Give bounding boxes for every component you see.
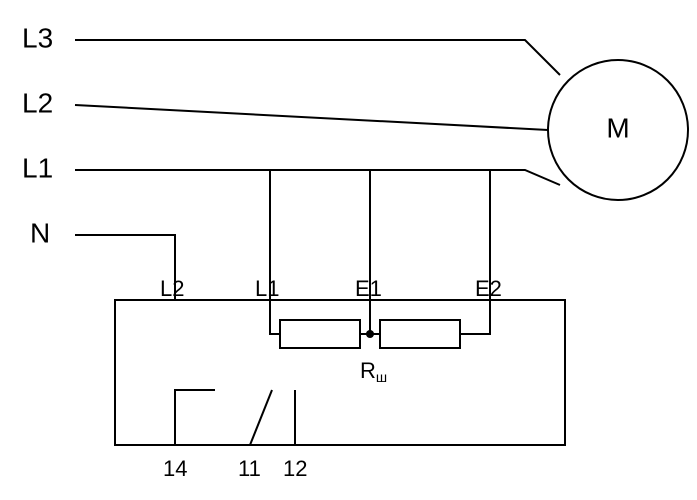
terminal-l1: L1 <box>255 276 279 301</box>
wire-e2 <box>460 170 490 334</box>
label-l2: L2 <box>22 87 53 118</box>
terminal-11: 11 <box>238 456 261 481</box>
terminal-14: 14 <box>163 456 187 481</box>
terminal-l2: L2 <box>160 276 184 301</box>
shunt-label: Rш <box>360 358 387 385</box>
contact-11 <box>250 390 272 445</box>
terminal-e2: E2 <box>475 276 502 301</box>
wire-l2 <box>75 105 548 130</box>
label-l1: L1 <box>22 152 53 183</box>
wire-l1-motor <box>75 170 560 185</box>
contact-14 <box>175 390 215 445</box>
label-l3: L3 <box>22 22 53 53</box>
wire-l1-to-r1 <box>270 300 280 334</box>
label-n: N <box>30 217 50 248</box>
wire-l3 <box>75 40 560 75</box>
terminal-12: 12 <box>283 456 307 481</box>
terminal-e1: E1 <box>355 276 382 301</box>
node-e1 <box>366 330 374 338</box>
resistor-r1 <box>280 320 360 348</box>
resistor-r2 <box>380 320 460 348</box>
motor-label: M <box>606 112 629 143</box>
